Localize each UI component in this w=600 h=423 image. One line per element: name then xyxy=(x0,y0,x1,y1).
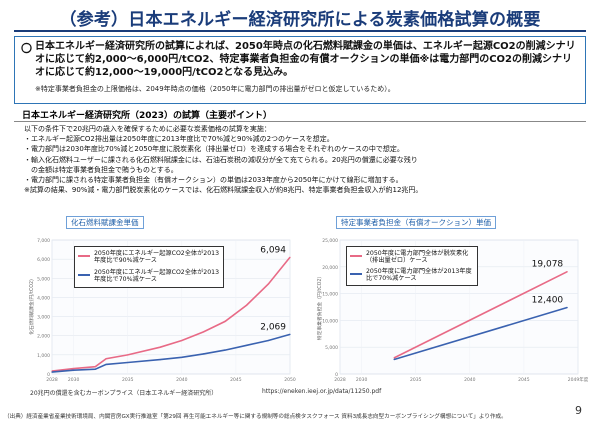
series-line xyxy=(393,270,568,359)
y-tick-label: 2,000 xyxy=(37,334,50,340)
legend-label: 2050年度にエネルギー起源CO2全体が2013年度比で70%減ケース xyxy=(94,269,220,284)
x-tick-label: 2035 xyxy=(410,377,422,383)
series-line xyxy=(393,306,568,361)
y-tick-label: 0 xyxy=(335,372,338,378)
end-value-label: 12,400 xyxy=(532,296,564,306)
x-tick-label: 2050 xyxy=(284,377,296,383)
details-bullet: ・エネルギー起源CO2排出量は2050年度に2013年度比で70%減と90%減の… xyxy=(24,135,334,144)
legend-swatch-pink xyxy=(350,255,362,257)
y-tick-label: 5,000 xyxy=(325,345,338,351)
end-value-label: 2,069 xyxy=(260,322,286,332)
x-tick-label: 2040 xyxy=(176,377,188,383)
series-line xyxy=(51,333,291,373)
legend-label: 2050年度にエネルギー起源CO2全体が2013年度比で90%減ケース xyxy=(94,250,220,265)
x-tick-label: 2045 xyxy=(230,377,242,383)
operator-charge-chart: 0 5,000 10,000 15,000 20,000 25,000 2028 2030 20… xyxy=(306,212,588,386)
operator-charge-legend: 2050年度に電力部門全体が脱炭素化（排出量ゼロ）ケース 2050年度に電力部門… xyxy=(346,246,478,286)
x-tick-label: 2028 xyxy=(46,377,58,383)
series-point xyxy=(267,283,269,285)
fossil-levy-legend: 2050年度にエネルギー起源CO2全体が2013年度比で90%減ケース 2050… xyxy=(74,246,224,288)
series-point xyxy=(159,359,161,361)
details-footer: ※試算の結果、90%減・電力部門脱炭素化のケースでは、化石燃料賦課金収入が約8兆… xyxy=(24,186,423,195)
details-list: 以下の条件下で20兆円の歳入を確保するために必要な炭素価格の試算を実施： ・エネ… xyxy=(24,124,584,195)
summary-box: 〇 日本エネルギー経済研究所の試算によれば、2050年時点の化石燃料賦課金の単価… xyxy=(14,36,586,104)
x-tick-label: 2049年度 xyxy=(568,376,588,383)
end-value-label: 6,094 xyxy=(260,245,286,255)
series-point xyxy=(94,368,96,370)
summary-marker: 〇 xyxy=(21,42,32,55)
series-point xyxy=(566,306,568,309)
series-point xyxy=(289,333,291,335)
chart-footnote: 20兆円の償還を含むカーボンプライス（日本エネルギー経済研究所） xyxy=(30,390,218,397)
details-intro: 以下の条件下で20兆円の歳入を確保するために必要な炭素価格の試算を実施： xyxy=(24,125,271,133)
summary-text: 日本エネルギー経済研究所の試算によれば、2050年時点の化石燃料賦課金の単価は、… xyxy=(35,41,576,79)
series-point xyxy=(566,271,568,273)
y-axis-label: 化石燃料賦課金(円/tCO2) xyxy=(28,279,35,335)
y-tick-label: 5,000 xyxy=(37,276,50,282)
details-bullet: ・電力部門は2030年度比70%減と2050年度に脱炭素化（排出量ゼロ）を達成す… xyxy=(24,145,404,154)
series-line xyxy=(51,256,291,372)
series-point xyxy=(127,361,129,364)
series-point xyxy=(181,356,183,358)
title-rule xyxy=(14,30,586,32)
series-point xyxy=(181,339,183,342)
legend-swatch-pink xyxy=(78,255,90,257)
legend-swatch-blue xyxy=(350,273,362,275)
fossil-levy-chart: 0 1,000 2,000 3,000 4,000 5,000 6,000 7,000 2028… xyxy=(18,212,300,386)
y-tick-label: 10,000 xyxy=(322,318,338,324)
y-tick-label: 4,000 xyxy=(37,295,50,301)
fossil-levy-chart-title: 化石燃料賦課金単価 xyxy=(66,216,144,229)
x-tick-label: 2040 xyxy=(464,377,476,383)
y-tick-label: 7,000 xyxy=(37,238,50,244)
series-point xyxy=(246,344,248,346)
operator-charge-chart-svg: 0 5,000 10,000 15,000 20,000 25,000 2028 2030 20… xyxy=(316,238,588,383)
legend-swatch-blue xyxy=(78,274,90,276)
legend-label: 2050年度に電力部門全体が2013年度比で70%減ケース xyxy=(366,268,472,283)
details-heading: 日本エネルギー経済研究所（2023）の試算（主要ポイント） xyxy=(22,111,273,121)
y-tick-label: 25,000 xyxy=(322,238,338,244)
series-point xyxy=(94,366,96,368)
page-number: 9 xyxy=(575,404,582,417)
x-tick-label: 2045 xyxy=(518,377,530,383)
series-point xyxy=(393,358,395,361)
y-tick-label: 6,000 xyxy=(37,257,50,263)
series-point xyxy=(246,304,248,306)
y-tick-label: 0 xyxy=(47,372,50,378)
series-point xyxy=(393,357,395,359)
x-tick-label: 2030 xyxy=(356,377,368,383)
operator-charge-chart-title: 特定事業者負担金（有償オークション）単価 xyxy=(336,216,496,229)
series-point xyxy=(73,369,75,371)
y-tick-label: 3,000 xyxy=(37,315,50,321)
legend-label: 2050年度に電力部門全体が脱炭素化（排出量ゼロ）ケース xyxy=(366,250,469,265)
series-point xyxy=(127,354,129,356)
series-point xyxy=(202,353,205,355)
y-tick-label: 1,000 xyxy=(37,353,50,359)
series-point xyxy=(267,339,269,342)
x-tick-label: 2028 xyxy=(334,377,346,383)
y-axis-label: 特定事業者負担金（円/tCO2） xyxy=(316,274,323,340)
x-tick-label: 2030 xyxy=(68,377,80,383)
end-value-label: 19,078 xyxy=(532,260,564,270)
series-point xyxy=(105,363,107,366)
series-point xyxy=(73,368,75,370)
source-url[interactable]: https://eneken.ieej.or.jp/data/11250.pdf xyxy=(262,388,382,395)
series-point xyxy=(202,331,205,333)
series-point xyxy=(105,358,107,360)
details-bullet: ・電力部門に課される特定事業者負担金（有償オークション）の単価は2033年度から… xyxy=(24,176,403,185)
series-point xyxy=(289,256,291,258)
y-tick-label: 15,000 xyxy=(322,292,338,298)
page-title: （参考）日本エネルギー経済研究所による炭素価格試算の概要 xyxy=(59,10,541,30)
series-point xyxy=(51,371,53,373)
details-rule xyxy=(14,121,586,122)
fossil-levy-chart-svg: 0 1,000 2,000 3,000 4,000 5,000 6,000 7,000 2028… xyxy=(28,238,296,383)
series-point xyxy=(159,346,161,348)
summary-note: ※特定事業者負担金の上限価格は、2049年時点の価格（2050年に電力部門の排出… xyxy=(35,85,395,93)
details-bullet: の金額は特定事業者負担金で賄うものとする。 xyxy=(24,165,178,174)
series-point xyxy=(224,349,226,351)
details-bullet: ・輸入化石燃料ユーザーに課される化石燃料賦課金には、石油石炭税の減収分が全て充て… xyxy=(24,155,418,164)
series-point xyxy=(224,320,226,322)
source-citation: （出典）経済産業省産業技術環境局、内閣官房GX実行推進室「第29回 再生可能エネ… xyxy=(4,414,507,420)
y-tick-label: 20,000 xyxy=(322,265,338,271)
x-tick-label: 2035 xyxy=(122,377,134,383)
